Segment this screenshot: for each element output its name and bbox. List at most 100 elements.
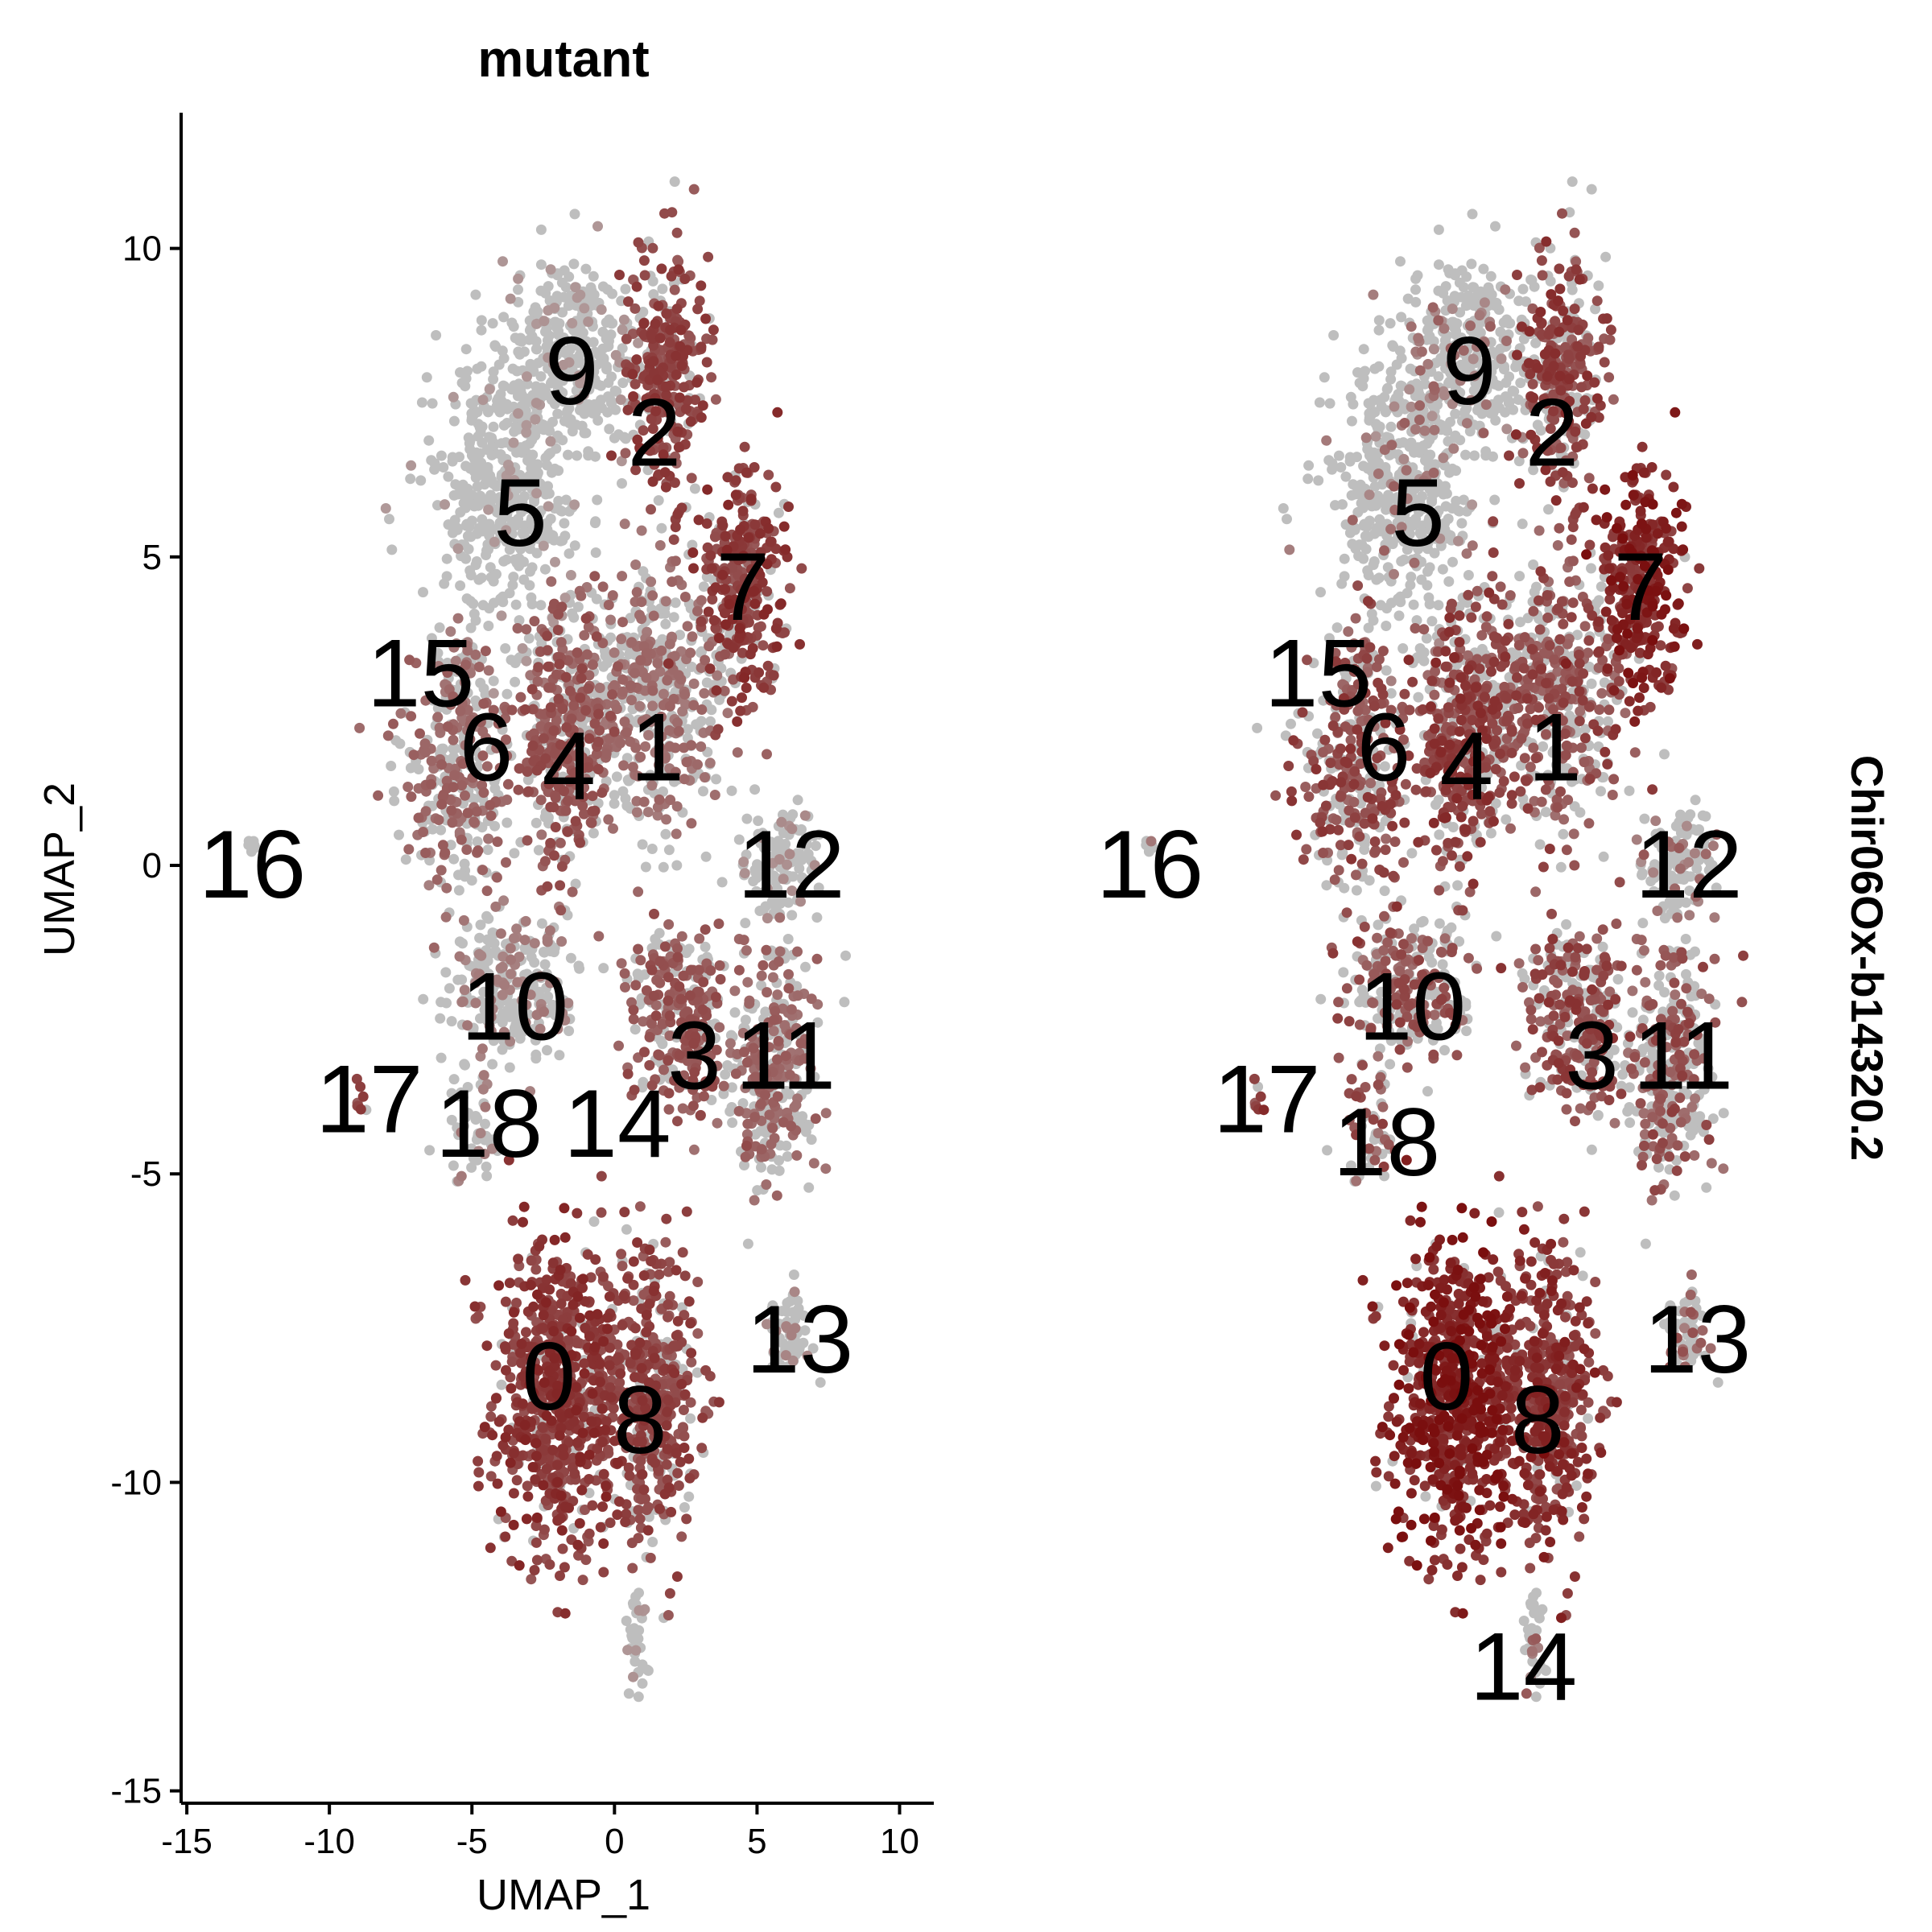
data-point [705, 550, 716, 561]
data-point [678, 1405, 689, 1415]
data-point [584, 1528, 595, 1539]
data-point [761, 944, 772, 956]
data-point [590, 1254, 601, 1265]
data-point [762, 660, 774, 671]
data-point [526, 683, 538, 695]
data-point [530, 1264, 542, 1275]
data-point [507, 580, 518, 591]
data-point [675, 324, 687, 336]
data-point [468, 598, 479, 609]
data-point [554, 1430, 565, 1441]
data-point [555, 880, 566, 891]
data-point [634, 1605, 645, 1616]
data-point [482, 844, 493, 856]
data-point [596, 304, 607, 316]
data-point [709, 790, 720, 800]
data-point [542, 460, 552, 471]
data-point [771, 641, 782, 652]
data-point [597, 581, 609, 592]
data-point [707, 334, 718, 345]
data-point [592, 415, 604, 426]
data-point [669, 1368, 680, 1378]
data-point [555, 637, 567, 648]
data-point [617, 378, 629, 389]
data-point [589, 1341, 601, 1352]
data-point [605, 329, 617, 341]
data-point [480, 646, 491, 657]
data-point [772, 989, 783, 1001]
data-point [502, 403, 513, 415]
data-point [695, 1109, 706, 1121]
data-point [572, 1437, 583, 1448]
data-point [595, 1521, 606, 1533]
data-point [469, 466, 480, 477]
data-point [488, 374, 499, 385]
data-point [670, 522, 681, 533]
data-point [1420, 1491, 1431, 1502]
data-point [567, 608, 578, 619]
data-point [633, 1691, 644, 1703]
data-point [518, 392, 530, 403]
data-point [778, 521, 790, 532]
data-point [536, 638, 547, 649]
data-point [518, 1201, 530, 1212]
data-point [810, 1113, 821, 1125]
data-point [756, 1144, 767, 1155]
data-point [477, 526, 488, 537]
data-point [433, 815, 444, 825]
data-point [473, 1480, 484, 1492]
data-point [699, 687, 710, 699]
data-point [496, 1379, 507, 1390]
data-point [455, 506, 466, 518]
data-point [648, 289, 659, 300]
data-point [508, 437, 519, 448]
data-point [485, 562, 496, 573]
data-point [786, 910, 798, 921]
data-point [671, 1571, 683, 1582]
data-point [487, 1059, 498, 1070]
data-point [606, 371, 617, 382]
data-point [672, 1315, 683, 1327]
data-point [633, 886, 644, 898]
data-point [493, 359, 505, 370]
data-point [511, 557, 522, 568]
data-point [773, 956, 784, 967]
data-point [650, 1010, 662, 1022]
data-point [427, 398, 438, 409]
data-point [549, 850, 559, 861]
data-point [434, 622, 445, 634]
data-point [704, 641, 715, 652]
data-point [482, 407, 493, 418]
data-point [543, 281, 554, 292]
data-point [564, 418, 575, 429]
data-point [708, 324, 719, 336]
data-point [513, 284, 523, 295]
data-point [509, 848, 520, 859]
data-point [738, 935, 749, 946]
data-point [573, 960, 584, 972]
data-point [727, 1117, 738, 1129]
data-point [613, 661, 624, 672]
data-point [543, 449, 554, 460]
data-point [687, 547, 699, 558]
data-point [783, 502, 794, 512]
data-point [631, 587, 642, 598]
data-point [522, 1491, 534, 1502]
data-point [767, 1122, 778, 1133]
data-point [485, 799, 496, 811]
data-point [514, 349, 526, 360]
data-point [820, 1163, 832, 1174]
data-point [679, 1502, 690, 1513]
data-point [700, 772, 710, 783]
data-point [500, 1296, 511, 1307]
data-point [564, 548, 575, 559]
data-point [679, 1443, 690, 1453]
data-point [458, 914, 469, 926]
data-point [623, 1688, 634, 1699]
data-point [768, 670, 779, 681]
data-point [403, 844, 415, 855]
data-point [478, 683, 489, 694]
data-point [659, 941, 671, 952]
data-point [473, 762, 484, 773]
